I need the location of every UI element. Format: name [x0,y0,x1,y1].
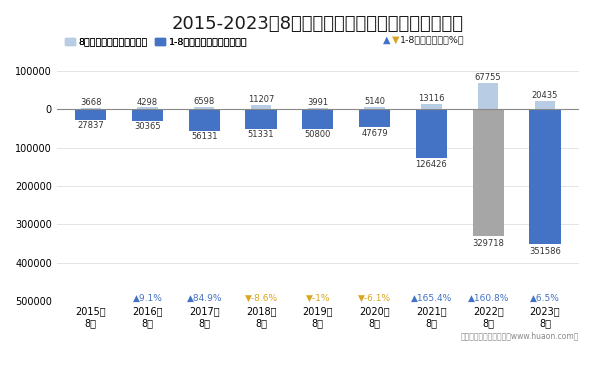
Bar [529,109,561,244]
Text: 制图：华经产业研究院（www.huaon.com）: 制图：华经产业研究院（www.huaon.com） [460,331,579,340]
Text: 3668: 3668 [80,98,102,107]
Bar [421,104,441,109]
Text: 1-8月同比增速（%）: 1-8月同比增速（%） [400,35,465,44]
Bar [81,108,101,109]
Text: 4298: 4298 [137,98,158,107]
Text: 51331: 51331 [248,130,274,139]
Text: 30365: 30365 [134,122,161,131]
Bar [302,109,333,129]
Text: ▲: ▲ [383,35,391,45]
Bar [416,109,447,158]
Text: 20435: 20435 [532,92,558,101]
Bar [478,83,498,109]
Text: 27837: 27837 [77,121,104,130]
Text: 67755: 67755 [475,73,501,82]
Bar [365,107,385,109]
Text: ▲165.4%: ▲165.4% [411,294,452,303]
Text: 50800: 50800 [305,130,331,139]
Text: ▲6.5%: ▲6.5% [530,294,560,303]
Bar [473,109,504,236]
Bar [132,109,163,121]
Text: ▼-1%: ▼-1% [306,294,330,303]
Text: 11207: 11207 [248,95,274,104]
Bar [308,107,328,109]
Bar [245,109,277,129]
Legend: 8月进出口总额（万美元）, 1-8月进出口总额（万美元）: 8月进出口总额（万美元）, 1-8月进出口总额（万美元） [61,34,251,51]
Title: 2015-2023年8月青岛西海岸综合保税区进出口总额: 2015-2023年8月青岛西海岸综合保税区进出口总额 [172,15,464,33]
Bar [359,109,390,127]
Text: 6598: 6598 [194,97,215,106]
Bar [75,109,106,120]
Text: 13116: 13116 [418,94,445,103]
Bar [189,109,220,131]
Text: 56131: 56131 [191,132,217,141]
Text: 329718: 329718 [472,239,504,248]
Text: ▲160.8%: ▲160.8% [467,294,509,303]
Text: ▼-6.1%: ▼-6.1% [358,294,391,303]
Text: 126426: 126426 [416,160,447,169]
Bar [137,107,158,109]
Text: 3991: 3991 [307,98,328,107]
Text: ▼: ▼ [391,35,399,45]
Text: ▲84.9%: ▲84.9% [187,294,222,303]
Text: 351586: 351586 [529,247,561,256]
Text: 47679: 47679 [361,129,388,138]
Text: 5140: 5140 [364,97,385,106]
Text: ▼-8.6%: ▼-8.6% [245,294,277,303]
Bar [535,101,555,109]
Text: ▲9.1%: ▲9.1% [132,294,163,303]
Bar [194,107,214,109]
Bar [251,105,271,109]
